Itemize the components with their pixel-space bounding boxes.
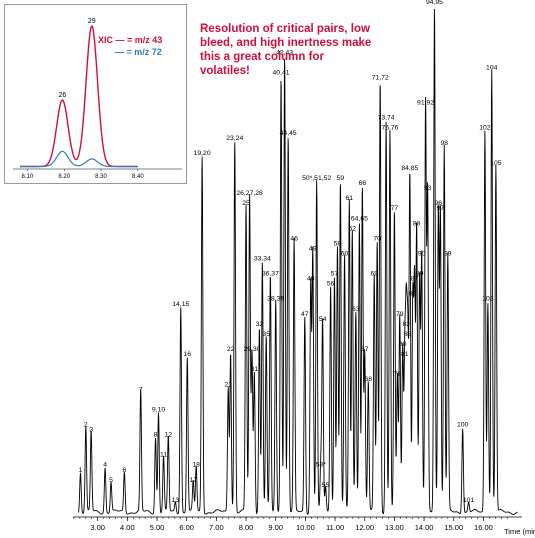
peak-label: 104 <box>486 64 498 71</box>
peak-label: 101 <box>463 497 475 504</box>
x-tick-label: 11.00 <box>326 523 344 532</box>
legend-mz72-name: m/z 72 <box>134 47 162 57</box>
x-tick-label: 10.00 <box>296 523 315 532</box>
x-tick-label: 14.00 <box>415 523 434 532</box>
peak-label: 19,20 <box>194 150 211 157</box>
inset-peak-label: 29 <box>88 18 96 25</box>
x-tick-label: 16.00 <box>474 523 493 532</box>
peak-label: 22 <box>227 346 235 353</box>
peak-label: 69 <box>370 271 378 278</box>
inset-peak-labels: 26 29 <box>58 18 95 99</box>
legend-mz43: XIC — = m/z 43 <box>98 35 163 45</box>
peak-label: 63 <box>352 306 360 313</box>
peak-label: 32 <box>256 321 264 328</box>
peak-label: 50*,51,52 <box>302 175 331 182</box>
peak-label: 31 <box>251 366 259 373</box>
peak-label: 6 <box>122 467 126 474</box>
peak-label: 3 <box>89 427 93 434</box>
peak-label: 42,43 <box>276 49 293 56</box>
peak-label: 68 <box>365 376 373 383</box>
peak-label: 21 <box>224 381 232 388</box>
inset-tick-label: 8.30 <box>95 174 107 180</box>
peak-label: 71,72 <box>372 74 389 81</box>
peak-label: 5 <box>109 477 113 484</box>
peak-label: 102 <box>479 125 491 132</box>
x-tick-label: 13.00 <box>385 523 404 532</box>
peak-label: 100 <box>457 421 469 428</box>
peak-label: 84,85 <box>401 165 418 172</box>
peak-label: 58 <box>334 240 342 247</box>
peak-label: 82 <box>402 321 410 328</box>
peak-label: 70 <box>373 235 381 242</box>
x-tick-label: 8.00 <box>239 523 254 532</box>
peak-label: 44,45 <box>280 130 297 137</box>
peak-label: 11 <box>160 452 167 459</box>
peak-label: 4 <box>103 462 107 469</box>
legend-mz72: — = m/z 72 <box>115 47 162 57</box>
peak-label: 64,65 <box>351 215 368 222</box>
peak-label: 98 <box>440 140 448 147</box>
peak-label: 67 <box>361 346 369 353</box>
peak-label: 103 <box>482 296 494 303</box>
peak-label: 62 <box>348 225 356 232</box>
peak-label: 81 <box>401 351 409 358</box>
x-tick-label: 7.00 <box>209 523 224 532</box>
inset-tick-label: 8.10 <box>22 174 34 180</box>
peak-label: 33,34 <box>254 256 271 263</box>
inset-tick-label: 8.20 <box>58 174 70 180</box>
x-axis-label: Time (min) <box>504 527 535 536</box>
peak-label: 40,41 <box>273 69 290 76</box>
legend-mz43-name: m/z 43 <box>134 35 163 45</box>
xic-inset: 8.10 8.20 8.30 8.40 26 29 XIC — = m/z 43 — =… <box>4 4 187 184</box>
x-tick-label: 5.00 <box>150 523 165 532</box>
peak-label: 35 <box>262 331 270 338</box>
peak-label: 12 <box>165 432 173 439</box>
peak-label: 60 <box>341 250 349 257</box>
main-x-axis: 3.00 4.00 5.00 6.00 7.00 8.00 9.00 10.00 11.00 12… <box>73 516 522 532</box>
peak-label: 23,24 <box>226 135 243 142</box>
peak-label: 55 <box>322 482 330 489</box>
peak-label: 75,76 <box>381 125 398 132</box>
inset-tick-label: 8.40 <box>132 174 144 180</box>
peak-label: 96 <box>435 200 443 207</box>
peak-label: 8 <box>154 432 158 439</box>
peak-label: 38,39 <box>267 296 284 303</box>
xic-mz72-trace <box>20 150 138 168</box>
inset-peak-label: 26 <box>58 92 66 99</box>
inset-x-axis: 8.10 8.20 8.30 8.40 <box>13 168 182 180</box>
peak-label: 77 <box>391 205 399 212</box>
x-tick-label: 9.00 <box>268 523 283 532</box>
peak-label: 25 <box>242 200 250 207</box>
peak-label: 9,10 <box>152 406 165 413</box>
peak-label: 26,27,28 <box>236 190 263 197</box>
xic-inset-chart: 8.10 8.20 8.30 8.40 26 29 <box>13 18 182 180</box>
peak-label: 14,15 <box>172 301 189 308</box>
peak-label: 94,95 <box>426 0 443 6</box>
x-tick-label: 6.00 <box>179 523 194 532</box>
peak-label: 73,74 <box>378 115 395 122</box>
peak-label: 57 <box>331 271 339 278</box>
peak-label: 66 <box>359 180 367 187</box>
legend-xic-label: XIC <box>98 35 114 45</box>
peak-label: 53* <box>316 462 327 469</box>
peak-label: 13 <box>172 497 180 504</box>
x-tick-label: 4.00 <box>120 523 135 532</box>
peak-label: 47 <box>301 311 309 318</box>
peak-label: 105 <box>490 160 502 167</box>
x-tick-label: 15.00 <box>444 523 463 532</box>
callout-text: Resolution of critical pairs, low bleed,… <box>200 23 372 77</box>
peak-label: 1 <box>79 467 83 474</box>
peak-label: 2 <box>84 421 88 428</box>
peak-label: 16 <box>184 351 192 358</box>
peak-label: 36,37 <box>262 271 279 278</box>
peak-label: 61 <box>346 195 354 202</box>
peak-label: 56 <box>327 281 335 288</box>
peak-label: 59 <box>337 175 345 182</box>
peak-label: 18 <box>192 462 200 469</box>
x-tick-label: 12.00 <box>355 523 374 532</box>
x-tick-label: 3.00 <box>90 523 105 532</box>
main-chromatogram-trace <box>77 8 518 515</box>
